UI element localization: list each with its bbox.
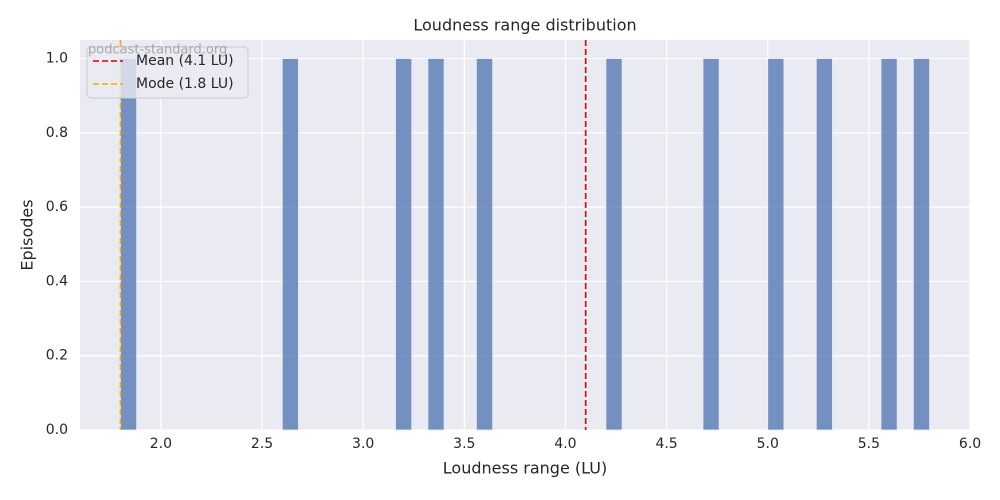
x-tick-label: 4.0 bbox=[554, 436, 576, 452]
legend-label: Mode (1.8 LU) bbox=[136, 76, 234, 92]
x-tick-label: 2.5 bbox=[251, 436, 273, 452]
bar bbox=[767, 58, 785, 431]
bar bbox=[912, 58, 930, 431]
x-tick-label: 3.5 bbox=[453, 436, 475, 452]
bar bbox=[815, 58, 833, 431]
y-tick-label: 0.2 bbox=[46, 348, 68, 364]
x-tick-label: 5.5 bbox=[858, 436, 880, 452]
bar bbox=[702, 58, 720, 431]
y-axis-label: Episodes bbox=[18, 199, 37, 270]
bar bbox=[395, 58, 413, 431]
x-tick-label: 3.0 bbox=[352, 436, 374, 452]
x-tick-label: 6.0 bbox=[959, 436, 981, 452]
x-tick-label: 2.0 bbox=[150, 436, 172, 452]
bar bbox=[427, 58, 445, 431]
y-tick-label: 0.4 bbox=[46, 273, 68, 289]
x-axis-label: Loudness range (LU) bbox=[443, 459, 607, 478]
legend-box bbox=[86, 46, 249, 99]
legend-label: Mean (4.1 LU) bbox=[136, 53, 234, 69]
bar bbox=[880, 58, 898, 431]
bar bbox=[605, 58, 623, 431]
bar bbox=[281, 58, 299, 431]
x-tick-label: 5.0 bbox=[757, 436, 779, 452]
x-tick-label: 4.5 bbox=[655, 436, 677, 452]
bar bbox=[476, 58, 494, 431]
y-tick-label: 0.8 bbox=[46, 125, 68, 141]
watermark: podcast-standard.org bbox=[88, 43, 227, 58]
chart-title: Loudness range distribution bbox=[413, 16, 636, 35]
y-tick-label: 0.0 bbox=[46, 422, 68, 438]
y-tick-label: 0.6 bbox=[46, 199, 68, 215]
bar bbox=[120, 58, 138, 431]
y-tick-label: 1.0 bbox=[46, 51, 68, 67]
